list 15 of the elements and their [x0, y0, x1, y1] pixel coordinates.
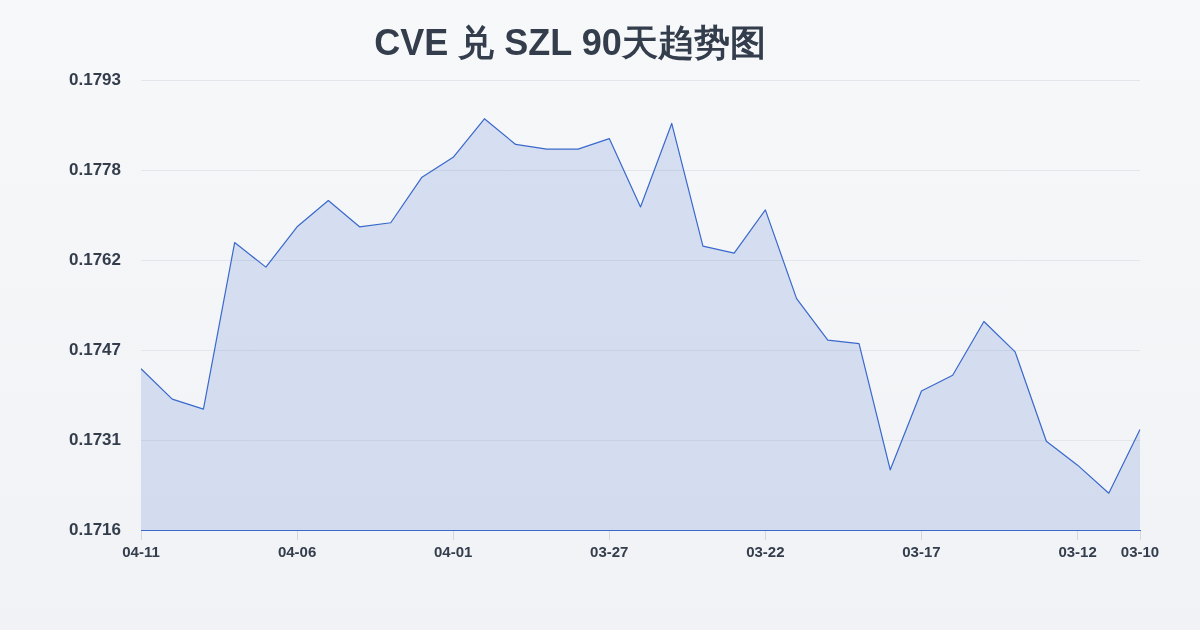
- y-tick-label: 0.1747: [69, 339, 121, 359]
- x-tick-label: 03-27: [590, 543, 629, 561]
- x-tick-label: 03-22: [746, 543, 785, 561]
- x-tick-label: 03-17: [902, 543, 941, 561]
- y-tick-label: 0.1793: [69, 69, 121, 89]
- y-tick-label: 0.1778: [69, 159, 121, 179]
- x-tick-label: 04-06: [277, 543, 317, 561]
- x-tick-label: 04-01: [434, 543, 473, 561]
- x-tick-label: 03-10: [1120, 543, 1160, 561]
- y-tick-label: 0.1762: [69, 249, 121, 269]
- y-tick-label: 0.1731: [69, 429, 121, 449]
- x-tick-label: 03-12: [1058, 543, 1097, 561]
- y-tick-label: 0.1716: [69, 519, 121, 539]
- x-tick-label: 04-11: [122, 543, 160, 561]
- chart-title: CVE 兑 SZL 90天趋势图: [374, 21, 766, 63]
